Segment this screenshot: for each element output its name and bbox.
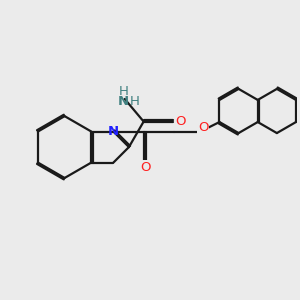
Text: H: H — [118, 85, 128, 98]
Text: N: N — [118, 95, 129, 108]
Text: O: O — [198, 121, 208, 134]
Text: H: H — [130, 95, 140, 108]
Text: O: O — [176, 115, 186, 128]
Text: N: N — [108, 125, 119, 138]
Text: O: O — [140, 161, 151, 174]
